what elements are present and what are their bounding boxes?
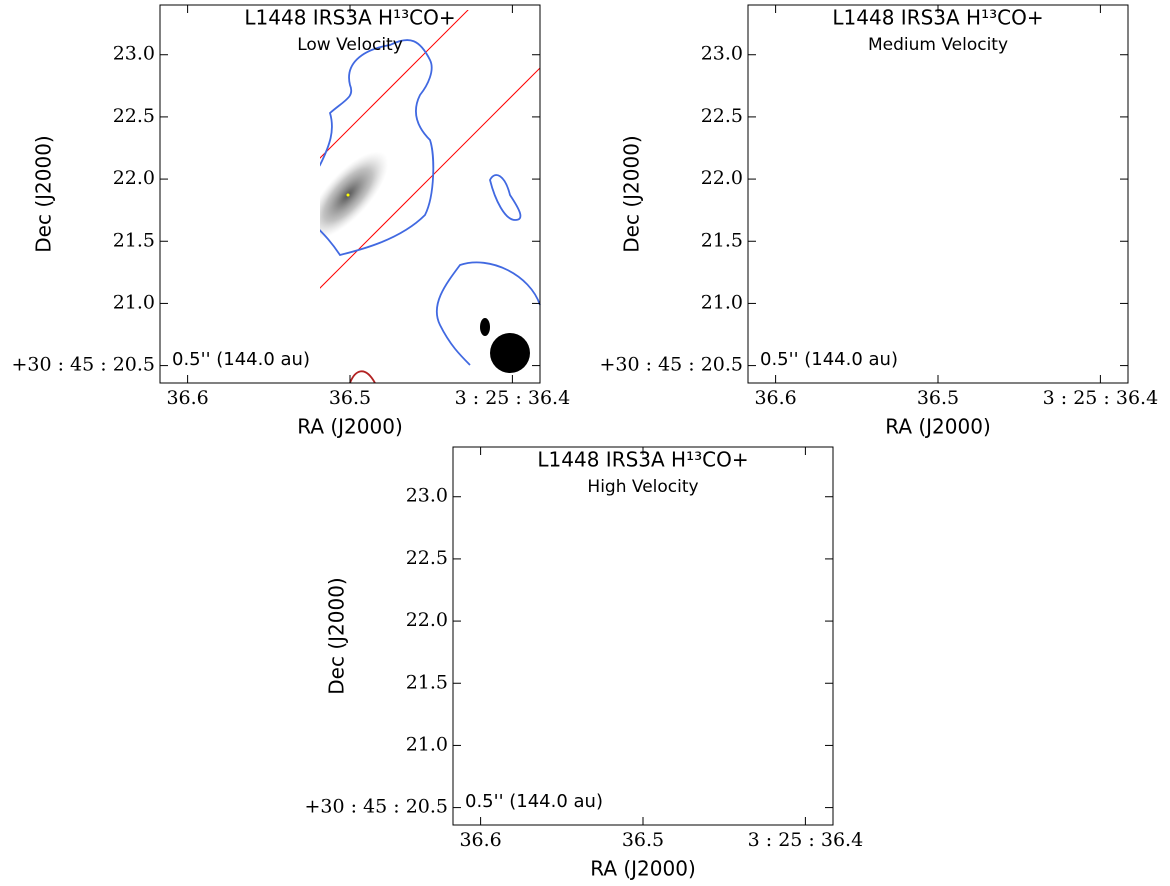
blue-contour (776, 107, 805, 129)
blue-contour (954, 122, 1073, 202)
blue-contour (935, 107, 1088, 218)
emission-blob (924, 119, 1026, 212)
scale-bar-label: 0.5'' (144.0 au) (172, 349, 310, 370)
x-tick-label: 36.6 (166, 387, 208, 409)
figure: 0.5'' (144.0 au) +30 : 45 : 20.5 21.0 21.5 2… (0, 0, 1170, 886)
panel: 0.5'' (144.0 au) +30 : 45 : 20.5 21.0 21.5 2… (11, 5, 570, 439)
source-marker (911, 219, 914, 222)
chart-subtitle: Medium Velocity (868, 35, 1008, 55)
beam-small (1068, 318, 1078, 336)
red-contour (513, 576, 749, 825)
y-tick-label: 21.0 (113, 291, 155, 313)
blue-contour (685, 539, 701, 592)
red-contour (160, 5, 272, 217)
blue-contour (996, 148, 1040, 177)
x-tick-label: 3 : 25 : 36.4 (455, 387, 571, 409)
red-contour (594, 504, 604, 512)
red-contour (748, 228, 843, 299)
chart-title: L1448 IRS3A H¹³CO+ (244, 6, 455, 30)
red-contour (461, 655, 469, 663)
x-axis-label: RA (J2000) (590, 857, 696, 881)
outflow-line (818, 73, 1128, 383)
red-contour (748, 170, 985, 327)
panel: 0.5'' (144.0 au) +30 : 45 : 20.5 21.0 21.5 2… (304, 447, 863, 881)
y-tick-label: 22.5 (406, 547, 448, 569)
blue-contour (748, 54, 1120, 383)
chart-title: L1448 IRS3A H¹³CO+ (537, 448, 748, 472)
blue-contour (529, 563, 548, 615)
y-tick-label: 22.0 (701, 167, 743, 189)
plot-frame (453, 447, 833, 825)
beam-large (490, 333, 530, 373)
y-tick-label: 21.5 (701, 229, 743, 251)
y-axis-label: Dec (J2000) (32, 135, 56, 252)
scale-bar (511, 779, 573, 787)
y-tick-label: +30 : 45 : 20.5 (11, 354, 155, 376)
y-tick-label: 21.0 (406, 733, 448, 755)
x-tick-label: 3 : 25 : 36.4 (1043, 387, 1159, 409)
beam-large (783, 775, 823, 815)
blue-contour (914, 89, 1104, 232)
red-contour (748, 184, 958, 293)
blue-contour (490, 175, 520, 220)
y-tick-label: 22.0 (406, 609, 448, 631)
scale-bar (218, 337, 280, 345)
y-axis-label: Dec (J2000) (325, 577, 349, 694)
red-contour (350, 371, 375, 383)
outflow-line (225, 68, 540, 383)
x-axis-label: RA (J2000) (297, 415, 403, 439)
blue-contour (1006, 155, 1031, 170)
blue-contour (453, 512, 518, 562)
red-contour (172, 260, 275, 330)
y-tick-label: 22.5 (113, 105, 155, 127)
panel: 0.5'' (144.0 au) +30 : 45 : 20.5 21.0 21.5 2… (599, 5, 1158, 439)
chart-subtitle: High Velocity (587, 477, 698, 497)
beam-small (773, 760, 783, 778)
x-tick-label: 3 : 25 : 36.4 (748, 829, 864, 851)
scale-bar-label: 0.5'' (144.0 au) (465, 791, 603, 812)
beam-large (1078, 333, 1118, 373)
red-contour (797, 226, 842, 281)
source-marker (639, 634, 642, 637)
y-tick-label: 22.5 (701, 105, 743, 127)
x-tick-label: 36.5 (917, 387, 959, 409)
y-tick-label: 21.0 (701, 291, 743, 313)
x-axis-label: RA (J2000) (885, 415, 991, 439)
y-tick-label: 23.0 (701, 43, 743, 65)
red-contour (748, 309, 913, 340)
y-tick-label: 23.0 (406, 485, 448, 507)
red-contour (748, 199, 935, 281)
outflow-line (523, 517, 833, 825)
red-contour (160, 45, 174, 185)
y-axis-label: Dec (J2000) (620, 135, 644, 252)
beam-small (480, 318, 490, 336)
x-tick-label: 36.6 (459, 829, 501, 851)
x-tick-label: 36.6 (754, 387, 796, 409)
y-tick-label: 21.5 (113, 229, 155, 251)
emission-blob (866, 176, 959, 264)
scale-bar-label: 0.5'' (144.0 au) (760, 349, 898, 370)
blue-contour (817, 177, 829, 186)
y-tick-label: +30 : 45 : 20.5 (599, 354, 743, 376)
y-tick-label: 23.0 (113, 43, 155, 65)
plot-area (160, 5, 540, 383)
y-tick-label: 22.0 (113, 167, 155, 189)
x-tick-label: 36.5 (622, 829, 664, 851)
y-tick-label: 21.5 (406, 671, 448, 693)
plot-area (748, 5, 1128, 383)
blue-contour (973, 139, 1056, 190)
chart-subtitle: Low Velocity (297, 35, 403, 55)
scale-bar (806, 337, 868, 345)
chart-title: L1448 IRS3A H¹³CO+ (832, 6, 1043, 30)
source-marker (347, 194, 350, 197)
red-contour (748, 282, 918, 319)
x-tick-label: 36.5 (329, 387, 371, 409)
y-tick-label: +30 : 45 : 20.5 (304, 796, 448, 818)
plot-frame (748, 5, 1128, 383)
emission-blob (586, 576, 694, 693)
plot-area (453, 447, 833, 825)
red-contour (573, 632, 642, 692)
